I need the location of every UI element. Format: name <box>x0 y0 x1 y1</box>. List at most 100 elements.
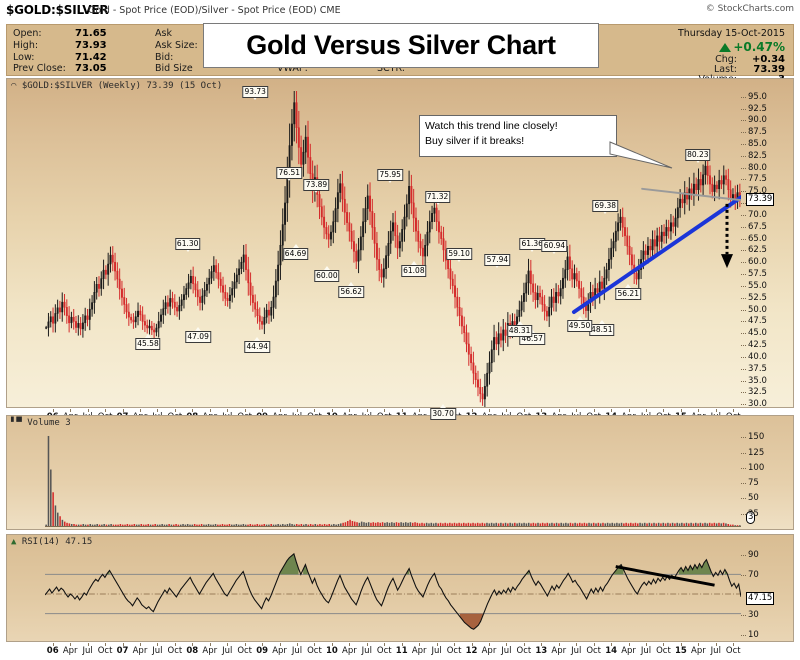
percent-change: +0.47% <box>719 40 785 54</box>
axis-tick-label: 77.5 <box>748 174 767 185</box>
volume-panel-label: ▘▀ Volume 3 <box>11 418 71 428</box>
date-tick <box>733 643 735 646</box>
price-annotation-flag: 57.94 <box>484 253 511 266</box>
date-tick <box>209 643 211 646</box>
axis-tick-label: 50 <box>748 493 759 504</box>
date-tick <box>646 409 648 412</box>
date-tick-label: Jul <box>222 646 233 656</box>
date-tick-label: Apr <box>481 646 497 656</box>
date-tick <box>628 643 630 646</box>
date-tick-label: Oct <box>516 646 532 656</box>
date-tick <box>506 409 508 412</box>
price-annotation-flag: 61.36 <box>519 237 545 250</box>
annotation-pointer <box>292 244 299 249</box>
date-tick <box>628 409 630 412</box>
symbol-description-text: Gold - Spot Price (EOD)/Silver - Spot Pr… <box>88 5 317 16</box>
axis-tick-label: 50.0 <box>748 304 767 315</box>
date-tick <box>209 409 211 412</box>
callout-pointer <box>609 141 673 169</box>
date-tick-label: Oct <box>656 646 671 656</box>
quote-label: Prev Close: <box>13 63 66 74</box>
date-tick <box>541 643 543 646</box>
date-tick-label: Apr <box>202 646 218 656</box>
date-tick <box>558 643 560 646</box>
quote-value: 71.65 <box>75 28 107 39</box>
date-tick <box>227 409 229 412</box>
date-tick-label: Jul <box>361 646 372 656</box>
date-tick <box>663 409 665 412</box>
quote-value: 73.93 <box>75 40 107 51</box>
date-tick <box>611 643 613 646</box>
date-tick <box>436 643 438 646</box>
date-tick-label: 13 <box>535 646 548 656</box>
price-panel-label-text: $GOLD:$SILVER (Weekly) 73.39 (15 Oct) <box>21 81 223 91</box>
date-tick <box>227 643 229 646</box>
date-tick <box>523 409 525 412</box>
axis-tick <box>741 167 746 169</box>
date-tick-label: Oct <box>237 646 253 656</box>
axis-tick <box>741 392 746 394</box>
date-tick <box>715 643 717 646</box>
axis-tick-label: 75.0 <box>748 186 767 197</box>
annotation-pointer <box>195 326 202 331</box>
annotation-pointer <box>252 95 259 100</box>
date-tick-label: Oct <box>446 646 462 656</box>
date-tick <box>297 643 299 646</box>
axis-tick-label: 40.0 <box>748 351 767 362</box>
annotation-pointer <box>184 248 191 253</box>
date-tick <box>401 643 403 646</box>
axis-tick <box>741 179 746 181</box>
date-tick-label: 14 <box>605 646 618 656</box>
date-tick <box>244 643 246 646</box>
date-tick <box>279 409 281 412</box>
annotation-pointer <box>516 321 523 326</box>
date-tick <box>192 643 194 646</box>
axis-tick <box>741 513 746 515</box>
axis-tick <box>741 226 746 228</box>
axis-tick-label: 30 <box>748 610 759 620</box>
annotation-pointer <box>410 261 417 266</box>
date-tick <box>297 409 299 412</box>
rsi-y-axis: 90 70 30 10 47.15 <box>741 535 793 641</box>
date-tick-label: Apr <box>411 646 427 656</box>
axis-tick-label: 55.0 <box>748 280 767 291</box>
axis-tick <box>741 483 746 485</box>
axis-tick <box>741 452 746 454</box>
axis-tick-label: 37.5 <box>748 363 767 374</box>
date-tick <box>366 643 368 646</box>
price-annotation-flag: 61.30 <box>174 238 201 251</box>
price-annotation-flag: 45.58 <box>135 338 161 351</box>
date-tick <box>593 643 595 646</box>
date-tick <box>122 643 124 646</box>
axis-tick <box>741 498 746 500</box>
date-tick <box>139 409 141 412</box>
date-tick-label: Apr <box>342 646 357 656</box>
axis-tick <box>741 250 746 252</box>
date-tick <box>401 409 403 412</box>
date-tick <box>698 643 700 646</box>
axis-tick <box>741 380 746 382</box>
axis-tick-label: 62.5 <box>748 245 767 256</box>
date-tick-label: Apr <box>272 646 287 656</box>
axis-tick-label: 65.0 <box>748 233 767 244</box>
annotation-pointer <box>529 329 536 334</box>
current-value-tag: 73.39 <box>746 192 775 206</box>
date-tick <box>576 643 578 646</box>
annotation-pointer <box>529 247 536 252</box>
axis-tick-label: 150 <box>748 432 765 443</box>
price-annotation-flag: 64.69 <box>282 248 309 261</box>
quote-label: Open: <box>13 28 42 39</box>
date-tick <box>52 409 54 412</box>
annotation-pointer <box>313 188 320 193</box>
date-tick <box>105 643 107 646</box>
axis-tick <box>741 191 746 193</box>
date-tick-label: Jul <box>152 646 163 656</box>
date-tick-label: Apr <box>551 646 567 656</box>
chart-title-overlay: Gold Versus Silver Chart <box>203 23 599 68</box>
price-annotation-flag: 56.21 <box>615 288 641 301</box>
date-tick-label: 12 <box>465 646 478 656</box>
date-tick <box>488 643 490 646</box>
price-annotation-flag: 60.94 <box>541 239 568 252</box>
axis-tick-label: 35.0 <box>748 375 767 386</box>
